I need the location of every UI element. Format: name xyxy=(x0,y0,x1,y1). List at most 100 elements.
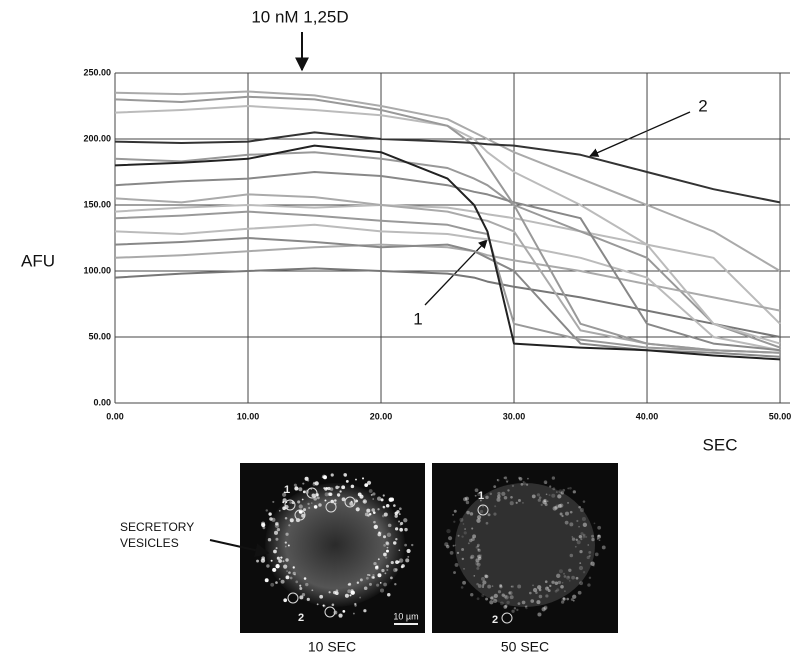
vesicle xyxy=(476,562,481,567)
data-line xyxy=(114,105,781,345)
vesicle xyxy=(569,510,573,514)
vesicle xyxy=(501,491,506,496)
vesicle xyxy=(576,540,581,545)
x-tick-label: 30.00 xyxy=(503,411,526,421)
vesicle xyxy=(484,574,488,578)
vesicle xyxy=(549,485,552,488)
y-tick-label: 200.00 xyxy=(83,133,111,143)
vesicle xyxy=(508,591,511,595)
vesicle xyxy=(387,593,391,597)
vesicle xyxy=(459,517,464,522)
annotation-arrow xyxy=(589,111,691,157)
vesicle xyxy=(576,519,579,523)
vesicle xyxy=(497,590,502,594)
vesicle xyxy=(383,582,387,587)
vesicle xyxy=(335,485,339,490)
vesicle xyxy=(476,582,479,586)
vesicle xyxy=(562,488,566,492)
vesicle xyxy=(538,588,542,592)
vesicle xyxy=(303,508,307,512)
vesicle xyxy=(561,597,566,602)
vesicle xyxy=(463,568,465,570)
vesicle xyxy=(411,543,414,547)
vesicle xyxy=(368,582,372,586)
vesicle xyxy=(478,556,482,560)
vesicle xyxy=(477,584,482,588)
vesicle xyxy=(359,578,363,582)
vesicle xyxy=(503,495,508,500)
vesicle xyxy=(487,513,491,517)
vesicle xyxy=(524,605,527,608)
vesicle xyxy=(554,506,558,510)
vesicle xyxy=(344,593,349,598)
vesicle xyxy=(301,513,306,518)
vesicle xyxy=(366,480,372,485)
vesicle xyxy=(545,594,549,598)
vesicle xyxy=(293,483,297,487)
vesicle xyxy=(275,581,278,584)
roi xyxy=(325,501,337,513)
vesicle xyxy=(546,500,549,503)
vesicle xyxy=(292,571,296,576)
vesicle xyxy=(557,503,562,508)
vesicle xyxy=(347,589,352,594)
vesicle xyxy=(517,602,521,605)
vesicle xyxy=(484,574,489,579)
vesicle xyxy=(268,512,272,516)
vesicle xyxy=(352,612,355,615)
vesicle xyxy=(569,553,574,558)
vesicle xyxy=(560,491,565,495)
vesicle xyxy=(335,589,339,592)
vesicle xyxy=(364,483,369,488)
vesicle xyxy=(288,571,291,574)
vesicle xyxy=(276,556,280,560)
vesicle xyxy=(338,486,340,488)
vesicle xyxy=(366,508,371,513)
vesicle xyxy=(273,549,277,554)
vesicle xyxy=(393,504,396,507)
vesicle xyxy=(543,606,548,610)
vesicle xyxy=(559,503,564,508)
vesicle xyxy=(297,500,301,504)
vesicle xyxy=(284,545,287,548)
vesicle xyxy=(398,520,401,523)
vesicle xyxy=(373,561,377,566)
vesicle xyxy=(494,505,497,508)
vesicle xyxy=(299,595,304,600)
vesicle xyxy=(465,500,470,505)
vesicle xyxy=(339,490,342,493)
vesicle xyxy=(370,493,373,496)
vesicle xyxy=(579,507,585,512)
vesicle xyxy=(497,491,501,496)
data-line xyxy=(114,131,781,204)
vesicle xyxy=(588,554,591,558)
vesicle xyxy=(546,586,549,589)
vesicle xyxy=(477,555,480,558)
vesicle xyxy=(257,546,262,551)
vesicle xyxy=(504,595,509,600)
vesicle xyxy=(322,604,325,607)
data-line xyxy=(114,210,781,354)
vesicle xyxy=(521,600,526,605)
vesicle xyxy=(575,576,579,580)
vesicle xyxy=(463,497,468,502)
y-tick-label: 250.00 xyxy=(83,67,111,77)
vesicle xyxy=(499,584,503,587)
vesicle xyxy=(456,551,460,555)
vesicle xyxy=(485,597,489,601)
vesicle xyxy=(493,598,498,603)
vesicle xyxy=(284,516,288,520)
vesicle xyxy=(461,557,465,561)
vesicle xyxy=(531,494,536,499)
vesicle xyxy=(282,501,285,504)
vesicle xyxy=(551,493,556,498)
vesicle xyxy=(598,539,601,542)
data-line xyxy=(114,171,781,352)
vesicle xyxy=(504,604,508,608)
vesicle xyxy=(390,560,394,565)
vesicle xyxy=(316,496,320,500)
vesicle xyxy=(453,571,456,574)
vesicle xyxy=(593,522,596,525)
vesicle xyxy=(363,586,368,591)
vesicle xyxy=(444,542,449,547)
